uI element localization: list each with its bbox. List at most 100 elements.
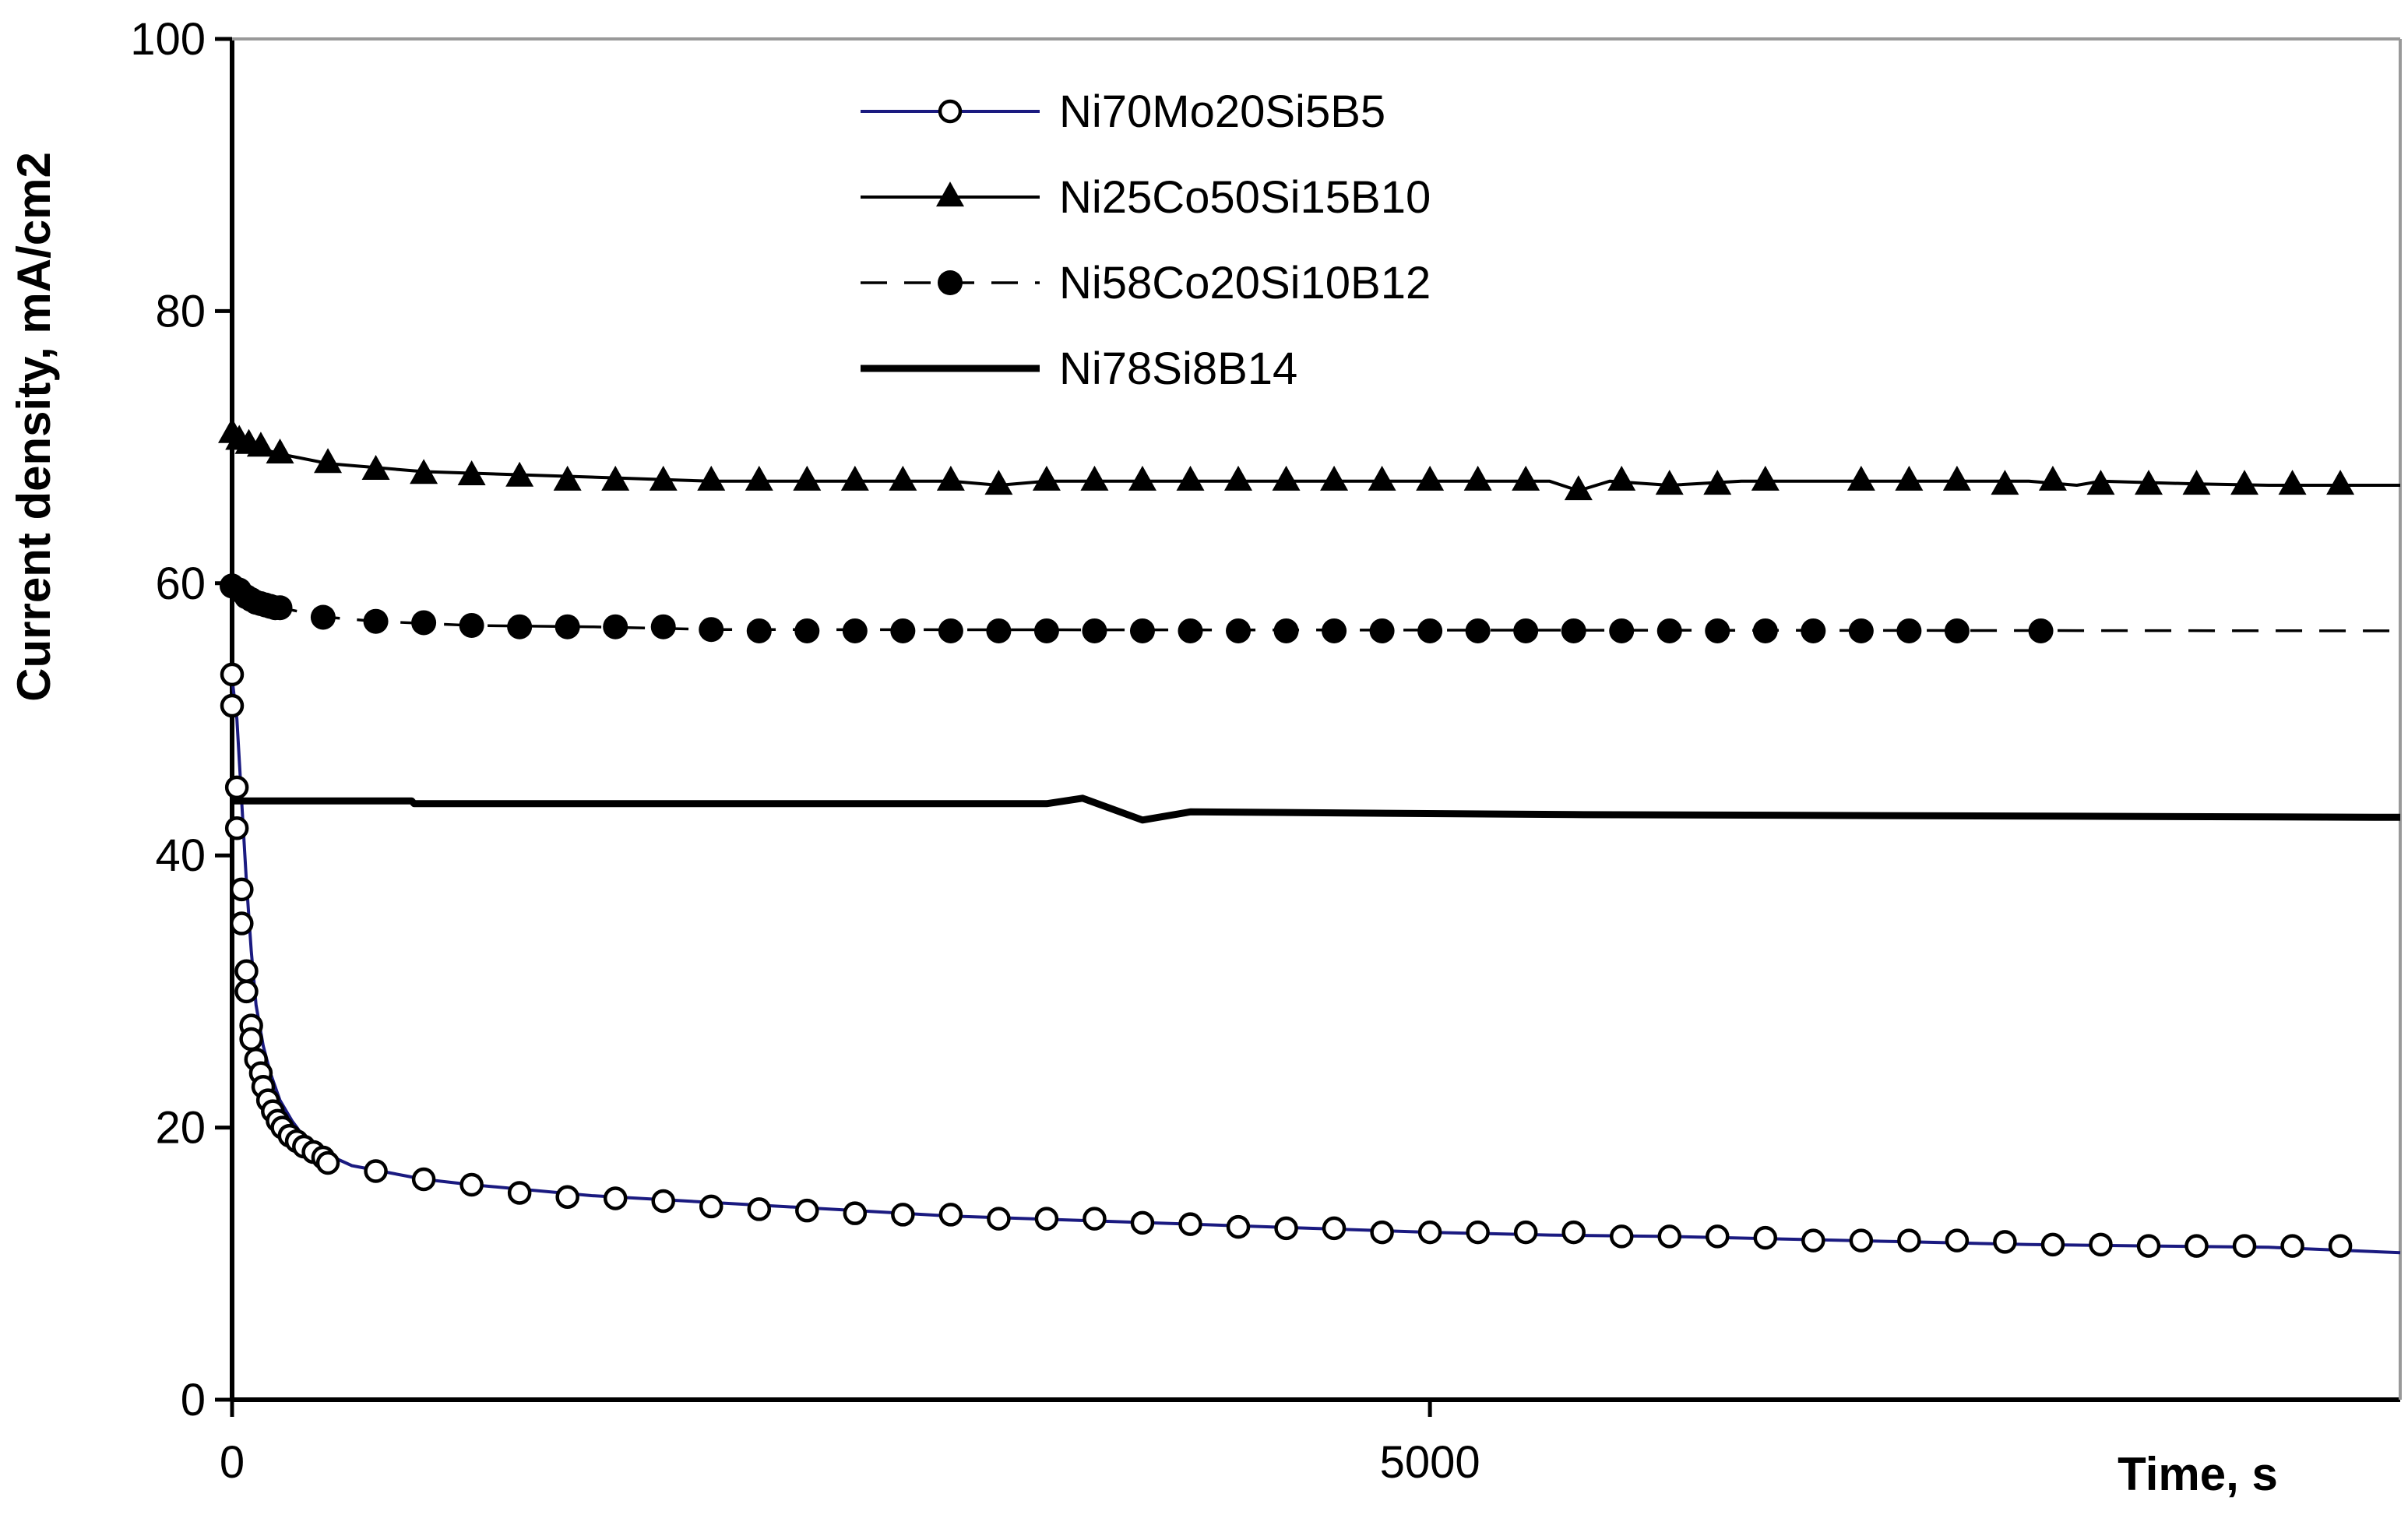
- series-ni78si8b14-line: [232, 794, 2401, 824]
- series-ni58co20si10b12-marker: [746, 618, 772, 643]
- legend-ni25co50si15b10-marker: [936, 181, 964, 207]
- series-ni25co50si15b10-marker: [984, 470, 1013, 495]
- series-ni58co20si10b12-marker: [1273, 618, 1299, 643]
- series-ni70mo20si5b5-marker: [2089, 1232, 2113, 1257]
- series-ni25co50si15b10-marker: [1463, 465, 1492, 491]
- series-ni70mo20si5b5-marker: [2040, 1232, 2065, 1257]
- series-ni58co20si10b12-marker: [1896, 618, 1922, 643]
- series-ni25co50si15b10-marker: [745, 465, 773, 491]
- series-ni25co50si15b10-marker: [1703, 470, 1732, 495]
- series-ni70mo20si5b5-marker: [603, 1186, 628, 1210]
- series-ni25co50si15b10-marker: [1176, 465, 1205, 491]
- series-ni25co50si15b10-marker: [246, 432, 275, 457]
- series-ni25co50si15b10-marker: [1368, 465, 1396, 491]
- series-ni70mo20si5b5-marker: [1753, 1225, 1778, 1250]
- legend-ni70mo20si5b5-label: Ni70Mo20Si5B5: [1059, 86, 1385, 137]
- legend: Ni70Mo20Si5B5 Ni25Co50Si15B10 Ni58Co20Si10…: [861, 86, 1431, 394]
- series-ni58co20si10b12-marker: [1705, 618, 1730, 643]
- legend-ni58co20si10b12: Ni58Co20Si10B12: [861, 258, 1431, 308]
- series-ni70mo20si5b5-marker: [1226, 1214, 1251, 1239]
- series-ni70mo20si5b5-marker: [1274, 1216, 1298, 1241]
- legend-ni58co20si10b12-marker: [938, 270, 963, 295]
- series-ni70mo20si5b5-marker: [1609, 1224, 1634, 1249]
- series-ni25co50si15b10-marker: [601, 465, 630, 491]
- y-tick-label: 20: [155, 1103, 206, 1154]
- series-ni25co50si15b10-marker: [1607, 465, 1636, 491]
- series-ni70mo20si5b5-marker: [843, 1201, 868, 1225]
- series-ni25co50si15b10-marker: [1320, 465, 1349, 491]
- series-ni25co50si15b10-marker: [1224, 465, 1253, 491]
- series-ni58co20si10b12-marker: [1369, 618, 1395, 643]
- series-ni58co20si10b12-marker: [459, 612, 484, 638]
- series-layer: [218, 417, 2401, 1258]
- y-tick-label: 100: [130, 14, 206, 65]
- series-ni25co50si15b10-marker: [1032, 465, 1061, 491]
- series-ni70mo20si5b5-marker: [1083, 1207, 1107, 1231]
- series-ni25co50si15b10-marker: [889, 465, 917, 491]
- series-ni70mo20si5b5-marker: [2184, 1234, 2209, 1258]
- series-ni25co50si15b10-marker: [1272, 465, 1301, 491]
- series-ni58co20si10b12-marker: [1082, 618, 1107, 643]
- series-ni70mo20si5b5-marker: [2136, 1234, 2161, 1258]
- series-ni70mo20si5b5-marker: [938, 1203, 963, 1227]
- series-ni25co50si15b10-marker: [649, 465, 678, 491]
- series-ni70mo20si5b5-marker: [234, 979, 259, 1004]
- series-ni70mo20si5b5-marker: [364, 1159, 388, 1183]
- series-ni25co50si15b10-marker: [793, 465, 822, 491]
- series-ni70mo20si5b5-marker: [459, 1172, 484, 1197]
- series-ni70mo20si5b5-marker: [1178, 1212, 1202, 1236]
- series-ni70mo20si5b5-marker: [224, 775, 249, 800]
- series-ni25co50si15b10: [218, 417, 2400, 501]
- series-ni70mo20si5b5-marker: [1657, 1224, 1681, 1249]
- series-ni25co50si15b10-marker: [1846, 465, 1875, 491]
- y-tick-label: 0: [181, 1375, 206, 1425]
- series-ni25co50si15b10-marker: [266, 438, 294, 463]
- series-ni58co20si10b12-marker: [1944, 618, 1970, 643]
- legend-ni58co20si10b12-label: Ni58Co20Si10B12: [1059, 258, 1431, 308]
- series-ni70mo20si5b5-marker: [234, 959, 259, 983]
- series-ni25co50si15b10-marker: [314, 448, 343, 474]
- series-ni70mo20si5b5-marker: [220, 662, 245, 687]
- series-ni58co20si10b12-marker: [1561, 618, 1586, 643]
- series-ni70mo20si5b5-marker: [1897, 1228, 1921, 1252]
- series-ni25co50si15b10-marker: [1751, 465, 1780, 491]
- x-tick-label: 5000: [1380, 1437, 1480, 1488]
- series-ni70mo20si5b5-marker: [1849, 1228, 1874, 1252]
- series-ni70mo20si5b5-marker: [220, 693, 245, 718]
- series-ni58co20si10b12-marker: [1417, 618, 1443, 643]
- series-ni58co20si10b12-marker: [1465, 618, 1491, 643]
- legend-ni78si8b14-label: Ni78Si8B14: [1059, 344, 1297, 394]
- series-ni58co20si10b12-marker: [1226, 618, 1252, 643]
- series-ni58co20si10b12-marker: [699, 617, 724, 643]
- series-ni70mo20si5b5-marker: [1801, 1228, 1825, 1252]
- series-ni58co20si10b12-marker: [411, 610, 437, 636]
- series-ni70mo20si5b5-marker: [1945, 1228, 1970, 1252]
- y-tick-label: 80: [155, 286, 206, 336]
- series-ni25co50si15b10-marker: [1655, 470, 1684, 495]
- series-ni58co20si10b12-marker: [890, 618, 916, 643]
- x-tick-label: 0: [220, 1437, 245, 1488]
- series-ni25co50si15b10-marker: [2134, 470, 2163, 495]
- series-ni25co50si15b10-marker: [1942, 465, 1971, 491]
- series-ni70mo20si5b5-marker: [411, 1167, 436, 1192]
- series-ni25co50si15b10-marker: [1416, 465, 1445, 491]
- legend-ni78si8b14: Ni78Si8B14: [861, 344, 1297, 394]
- series-ni25co50si15b10-marker: [1895, 465, 1924, 491]
- series-ni58co20si10b12-marker: [842, 618, 868, 643]
- series-ni58co20si10b12-marker: [1322, 618, 1347, 643]
- y-tick-label: 60: [155, 558, 206, 609]
- series-ni70mo20si5b5-marker: [1466, 1220, 1490, 1245]
- series-ni58co20si10b12-marker: [603, 614, 628, 639]
- series-ni70mo20si5b5-marker: [1993, 1230, 2017, 1254]
- series-ni70mo20si5b5-marker: [1417, 1220, 1442, 1245]
- series-ni58co20si10b12-marker: [1656, 618, 1682, 643]
- series-ni58co20si10b12-marker: [986, 618, 1012, 643]
- series-ni25co50si15b10-marker: [410, 459, 438, 484]
- series-ni70mo20si5b5-marker: [1561, 1220, 1586, 1245]
- y-tick-label: 40: [155, 830, 206, 881]
- series-ni70mo20si5b5-marker: [891, 1203, 915, 1227]
- legend-ni70mo20si5b5: Ni70Mo20Si5B5: [861, 86, 1385, 137]
- series-ni78si8b14: [232, 794, 2401, 824]
- series-ni25co50si15b10-marker: [457, 460, 486, 485]
- series-ni58co20si10b12-marker: [1848, 618, 1874, 643]
